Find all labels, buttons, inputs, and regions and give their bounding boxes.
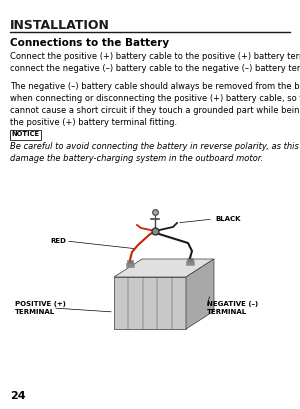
Text: BLACK: BLACK xyxy=(215,216,241,222)
Bar xyxy=(127,260,133,263)
Bar xyxy=(126,263,134,267)
Polygon shape xyxy=(186,259,214,329)
Text: NOTICE: NOTICE xyxy=(11,132,40,137)
Text: Connections to the Battery: Connections to the Battery xyxy=(10,38,169,48)
Text: Connect the positive (+) battery cable to the positive (+) battery terminal, the: Connect the positive (+) battery cable t… xyxy=(10,52,300,73)
Text: POSITIVE (+)
TERMINAL: POSITIVE (+) TERMINAL xyxy=(15,301,66,315)
Text: The negative (–) battery cable should always be removed from the battery
when co: The negative (–) battery cable should al… xyxy=(10,82,300,128)
Text: 24: 24 xyxy=(10,391,26,401)
Bar xyxy=(186,261,194,265)
Polygon shape xyxy=(114,277,186,329)
Text: NEGATIVE (–)
TERMINAL: NEGATIVE (–) TERMINAL xyxy=(207,301,258,315)
Text: RED: RED xyxy=(50,238,66,244)
Bar xyxy=(187,258,193,261)
Polygon shape xyxy=(114,259,214,277)
Text: INSTALLATION: INSTALLATION xyxy=(10,19,110,32)
FancyBboxPatch shape xyxy=(10,130,40,139)
Text: Be careful to avoid connecting the battery in reverse polarity, as this will
dam: Be careful to avoid connecting the batte… xyxy=(10,142,300,163)
